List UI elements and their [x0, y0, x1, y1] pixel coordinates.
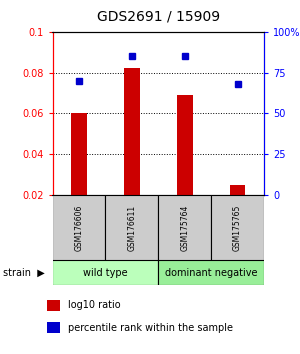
Bar — [211, 195, 264, 260]
Text: GSM176611: GSM176611 — [127, 204, 136, 251]
Bar — [46, 322, 60, 333]
Bar — [158, 260, 264, 285]
Bar — [158, 195, 211, 260]
Bar — [71, 113, 87, 195]
Text: strain  ▶: strain ▶ — [3, 268, 45, 278]
Bar — [105, 195, 158, 260]
Text: wild type: wild type — [83, 268, 128, 278]
Bar — [52, 260, 158, 285]
Text: GSM175764: GSM175764 — [180, 204, 189, 251]
Text: dominant negative: dominant negative — [165, 268, 257, 278]
Bar — [52, 195, 105, 260]
Text: GDS2691 / 15909: GDS2691 / 15909 — [97, 10, 220, 24]
Bar — [46, 300, 60, 311]
Text: percentile rank within the sample: percentile rank within the sample — [68, 322, 233, 332]
Text: GSM176606: GSM176606 — [74, 204, 83, 251]
Text: GSM175765: GSM175765 — [233, 204, 242, 251]
Bar — [124, 69, 140, 195]
Text: log10 ratio: log10 ratio — [68, 300, 121, 310]
Bar — [177, 95, 193, 195]
Bar — [230, 184, 245, 195]
